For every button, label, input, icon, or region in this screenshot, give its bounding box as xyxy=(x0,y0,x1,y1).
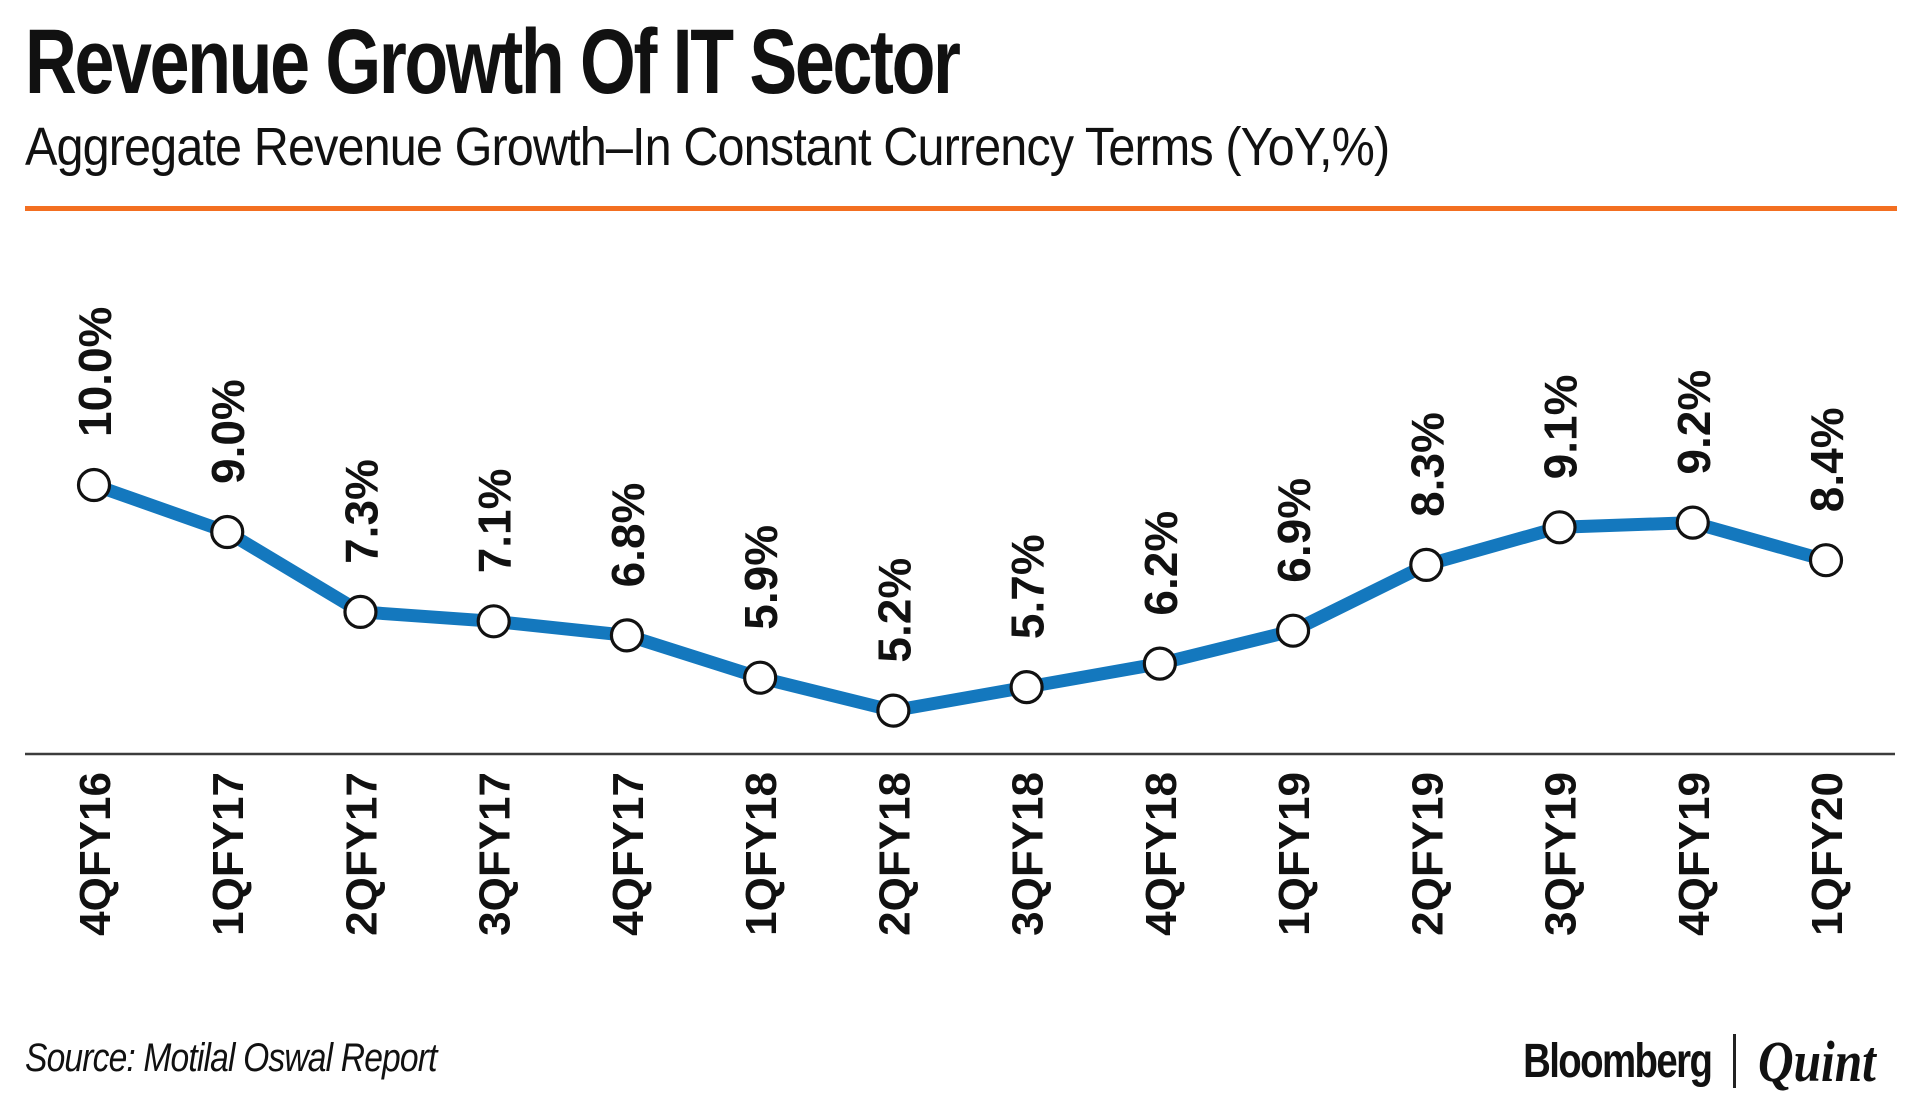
data-point-marker xyxy=(1009,669,1044,705)
data-point-label: 6.8% xyxy=(602,483,654,588)
x-axis-label: 4QFY17 xyxy=(604,772,653,936)
brand-logo: Bloomberg Quint xyxy=(1476,1028,1897,1094)
data-point-label: 9.1% xyxy=(1535,374,1587,479)
data-point-marker xyxy=(1675,505,1710,540)
x-axis-label: 1QFY20 xyxy=(1803,772,1852,936)
data-point-label: 7.1% xyxy=(469,468,521,573)
x-axis-label: 3QFY17 xyxy=(471,772,520,936)
data-point-marker xyxy=(876,693,911,728)
data-point-marker xyxy=(210,514,245,550)
data-point-marker xyxy=(343,594,378,630)
data-point-label: 7.3% xyxy=(335,459,387,564)
brand-divider xyxy=(1733,1034,1737,1088)
data-point-label: 5.2% xyxy=(868,558,920,663)
data-point-label: 6.9% xyxy=(1268,478,1320,583)
x-axis-label: 1QFY19 xyxy=(1270,772,1319,936)
quint-wordmark: Quint xyxy=(1758,1028,1877,1094)
data-point-marker xyxy=(1142,646,1177,681)
data-point-marker xyxy=(1409,547,1444,583)
x-axis-label: 4QFY19 xyxy=(1670,772,1719,936)
data-point-marker xyxy=(1808,543,1844,578)
data-point-label: 10.0% xyxy=(69,307,121,437)
x-axis-label: 3QFY19 xyxy=(1537,772,1586,936)
data-point-marker xyxy=(476,604,511,639)
bloomberg-wordmark: Bloomberg xyxy=(1523,1034,1713,1088)
accent-rule xyxy=(25,206,1897,211)
data-point-label: 9.0% xyxy=(202,379,254,484)
page-title: Revenue Growth Of IT Sector xyxy=(25,11,961,113)
data-point-label: 8.4% xyxy=(1801,407,1853,512)
x-axis-label: 2QFY18 xyxy=(870,772,919,936)
data-point-label: 6.2% xyxy=(1135,511,1187,616)
data-point-label: 9.2% xyxy=(1668,370,1720,475)
x-axis-label: 2QFY17 xyxy=(337,772,386,936)
data-point-marker xyxy=(1275,613,1311,648)
page-subtitle: Aggregate Revenue Growth–In Constant Cur… xyxy=(25,117,1390,177)
x-axis-label: 4QFY18 xyxy=(1137,772,1186,936)
data-point-marker xyxy=(1542,510,1577,545)
data-point-marker xyxy=(76,467,112,503)
source-note: Source: Motilal Oswal Report xyxy=(25,1036,437,1080)
data-point-label: 5.9% xyxy=(735,525,787,630)
x-axis-label: 1QFY18 xyxy=(737,772,786,936)
x-axis-label: 2QFY19 xyxy=(1403,772,1452,936)
x-axis-label: 4QFY16 xyxy=(71,772,120,936)
x-axis-label: 3QFY18 xyxy=(1004,772,1053,936)
data-point-label: 5.7% xyxy=(1002,534,1054,639)
data-point-marker xyxy=(609,618,645,653)
data-point-label: 8.3% xyxy=(1401,412,1453,517)
x-axis-label: 1QFY17 xyxy=(204,772,253,936)
data-point-marker xyxy=(743,660,778,695)
series-line xyxy=(87,478,1833,718)
